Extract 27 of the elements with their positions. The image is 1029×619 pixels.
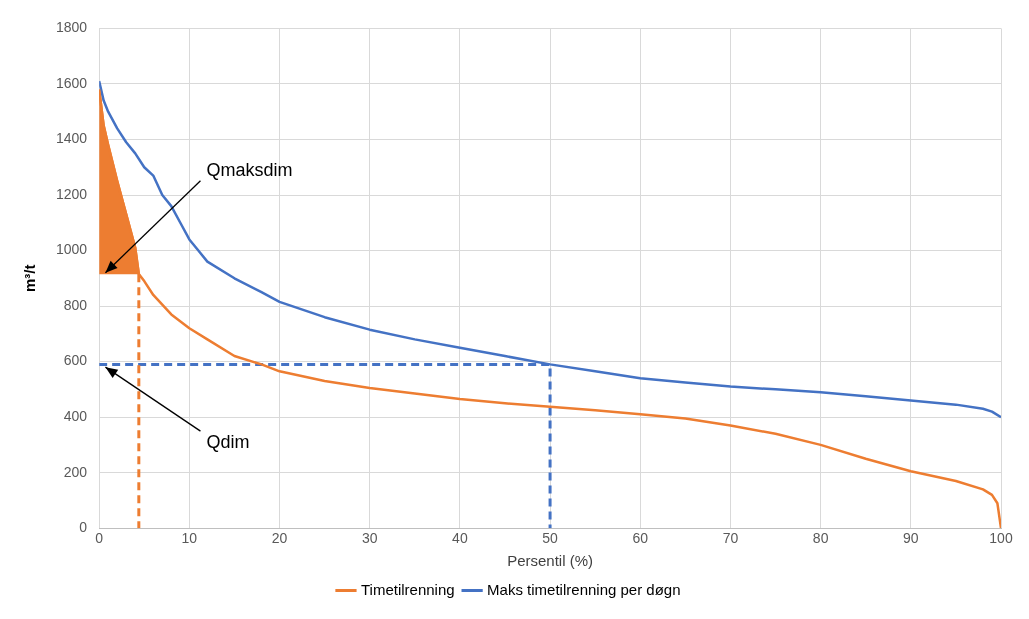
x-tick-label: 10 — [181, 530, 198, 547]
x-tick-label: 60 — [632, 530, 649, 547]
annotation: Qdim — [206, 432, 250, 453]
y-tick-label: 1400 — [55, 130, 88, 147]
x-tick-label: 40 — [452, 530, 468, 547]
y-tick-label: 200 — [63, 463, 88, 480]
x-tick-label: 70 — [722, 530, 739, 547]
x-axis-title: Persentil (%) — [507, 552, 593, 570]
y-tick-label: 600 — [63, 352, 88, 369]
x-tick-label: 20 — [271, 530, 288, 547]
y-axis-title: m³/t — [21, 264, 39, 293]
x-tick-label: 90 — [903, 530, 919, 547]
x-tick-label: 0 — [95, 530, 104, 547]
legend-label: Timetilrenning — [360, 580, 455, 598]
annotation: Qmaksdim — [206, 159, 293, 180]
x-tick-label: 50 — [542, 530, 559, 547]
y-tick-label: 1600 — [55, 74, 88, 91]
y-tick-label: 1200 — [55, 185, 88, 202]
x-tick-label: 30 — [361, 530, 378, 547]
y-tick-label: 0 — [79, 519, 88, 536]
y-tick-label: 1000 — [55, 241, 88, 258]
x-tick-label: 100 — [989, 530, 1013, 547]
x-tick-label: 80 — [812, 530, 829, 547]
legend-label: Maks timetilrenning per døgn — [487, 580, 681, 598]
y-tick-label: 400 — [63, 407, 88, 424]
y-tick-label: 1800 — [55, 19, 88, 36]
y-tick-label: 800 — [63, 296, 88, 313]
